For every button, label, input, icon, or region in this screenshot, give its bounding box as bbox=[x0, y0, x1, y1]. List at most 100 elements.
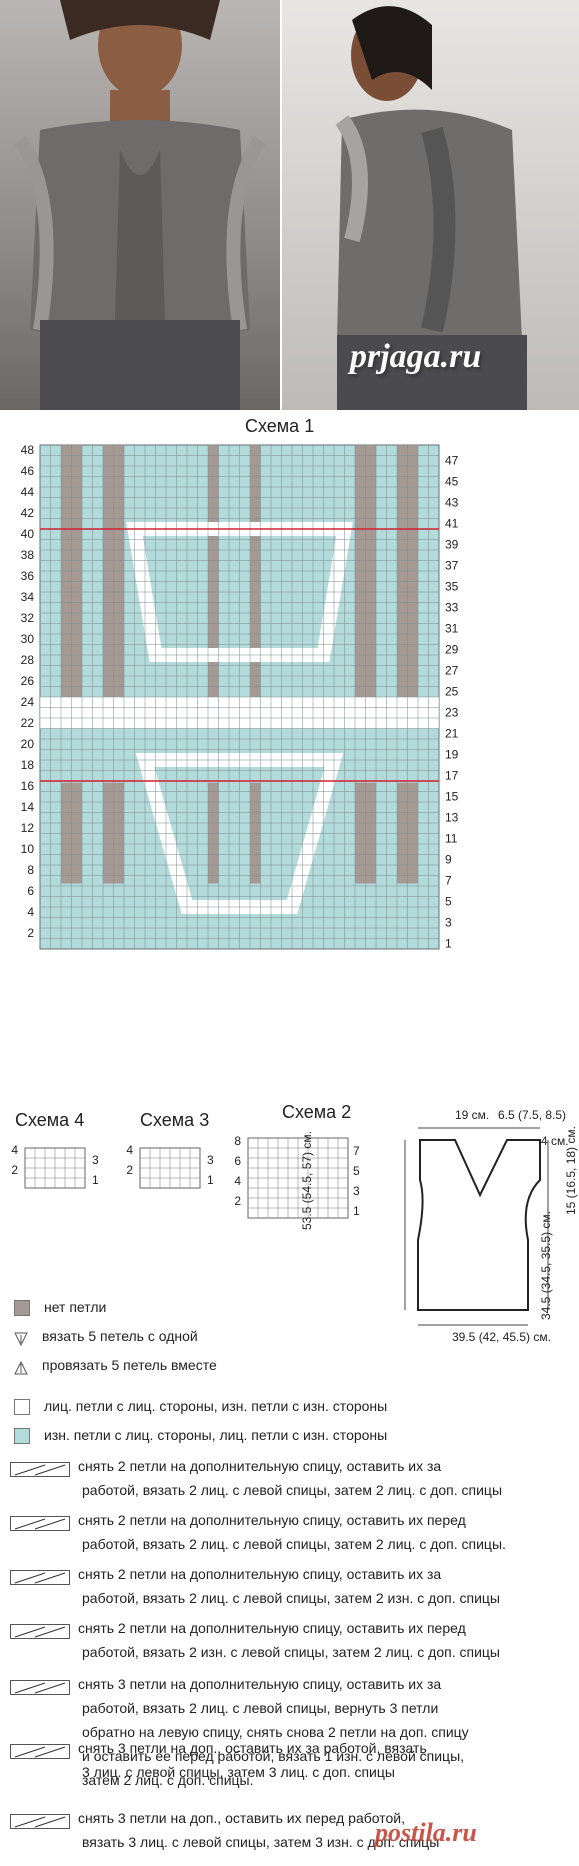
row-label-right: 29 bbox=[445, 643, 459, 657]
row-label-left: 46 bbox=[21, 464, 35, 478]
svg-text:4: 4 bbox=[126, 1143, 133, 1157]
svg-text:2: 2 bbox=[11, 1163, 18, 1177]
cable-legend-text: снять 2 петли на дополнительную спицу, о… bbox=[78, 1458, 442, 1474]
watermark-text: prjaga.ru bbox=[350, 338, 482, 375]
measure-neck-drop: 4 см. bbox=[541, 1134, 569, 1148]
legend-inc5: вязать 5 петель с одной bbox=[14, 1325, 198, 1347]
row-label-left: 44 bbox=[21, 485, 35, 499]
row-label-right: 41 bbox=[445, 517, 459, 531]
cable-legend-text: вязать 3 лиц. с левой спицы, затем 3 изн… bbox=[82, 1834, 440, 1850]
row-label-left: 34 bbox=[21, 590, 35, 604]
cable-legend-text: и оставить ее перед работой, вязать 1 из… bbox=[82, 1748, 465, 1764]
model-photo-front bbox=[0, 0, 280, 410]
cable-icon bbox=[10, 1462, 70, 1477]
svg-text:2: 2 bbox=[234, 1194, 241, 1208]
no-stitch-swatch bbox=[14, 1300, 30, 1317]
row-label-right: 23 bbox=[445, 706, 459, 720]
dec5-icon bbox=[14, 1359, 28, 1375]
row-label-right: 37 bbox=[445, 559, 459, 573]
cable-icon bbox=[10, 1516, 70, 1531]
legend-label: провязать 5 петель вместе bbox=[42, 1357, 217, 1373]
cable-legend-text: работой, вязать 2 лиц. с левой спицы, за… bbox=[82, 1590, 500, 1606]
row-label-left: 4 bbox=[27, 905, 34, 919]
cable-legend-text: работой, вязать 2 лиц. с левой спицы, за… bbox=[82, 1482, 503, 1498]
purl-swatch bbox=[14, 1428, 30, 1445]
row-label-right: 47 bbox=[445, 454, 459, 468]
svg-text:1: 1 bbox=[207, 1173, 214, 1187]
schema1-title: Схема 1 bbox=[245, 416, 315, 436]
inc5-icon bbox=[14, 1330, 28, 1347]
row-label-left: 32 bbox=[21, 611, 35, 625]
row-label-right: 25 bbox=[445, 685, 459, 699]
schema2-title: Схема 2 bbox=[282, 1102, 352, 1122]
svg-text:4: 4 bbox=[234, 1174, 241, 1188]
schema1-section: Схема 1 48 46 44 42 40 38 36 34 32 30 28 26 24 22 20 18… bbox=[0, 410, 579, 970]
row-label-right: 5 bbox=[445, 895, 452, 909]
row-label-right: 39 bbox=[445, 538, 459, 552]
row-label-left: 42 bbox=[21, 506, 35, 520]
cable-legend-text: обратно на левую спицу, снять снова 2 пе… bbox=[82, 1724, 469, 1740]
row-label-left: 2 bbox=[27, 926, 34, 940]
cable-legend-text: снять 2 петли на дополнительную спицу, о… bbox=[78, 1566, 442, 1582]
row-label-left: 18 bbox=[21, 758, 35, 772]
measure-bottom-width: 39.5 (42, 45.5) см. bbox=[452, 1330, 551, 1344]
row-label-right: 9 bbox=[445, 853, 452, 867]
row-label-right: 27 bbox=[445, 664, 459, 678]
row-label-left: 48 bbox=[21, 443, 35, 457]
cable-legend-text: снять 3 петли на доп., оставить их за ра… bbox=[78, 1740, 427, 1756]
bottom-watermark: postila.ru bbox=[375, 1818, 477, 1847]
cable-legend-text: снять 3 петли на доп., оставить их перед… bbox=[78, 1810, 405, 1826]
row-label-left: 28 bbox=[21, 653, 35, 667]
row-label-left: 6 bbox=[27, 884, 34, 898]
row-label-left: 26 bbox=[21, 674, 35, 688]
schema1-chart: 4846444240383634323028262422201816141210… bbox=[21, 443, 459, 951]
cable-icon bbox=[10, 1744, 70, 1759]
row-label-right: 11 bbox=[445, 832, 458, 846]
legend-dec5: провязать 5 петель вместе bbox=[14, 1354, 217, 1376]
cable-icon bbox=[10, 1814, 70, 1829]
row-label-right: 15 bbox=[445, 790, 459, 804]
svg-text:4: 4 bbox=[11, 1143, 18, 1157]
legend-purl: изн. петли с лиц. стороны, лиц. петли с … bbox=[14, 1424, 387, 1446]
row-label-left: 22 bbox=[21, 716, 35, 730]
cable-legend-text: 3 лиц. с левой спицы, затем 3 лиц. с доп… bbox=[82, 1764, 395, 1780]
row-label-right: 35 bbox=[445, 580, 459, 594]
legend-label: нет петли bbox=[44, 1299, 107, 1315]
svg-text:1: 1 bbox=[92, 1173, 99, 1187]
row-label-right: 31 bbox=[445, 622, 459, 636]
svg-text:2: 2 bbox=[126, 1163, 133, 1177]
cable-icon bbox=[10, 1624, 70, 1639]
legend-knit: лиц. петли с лиц. стороны, изн. петли с … bbox=[14, 1395, 387, 1417]
row-label-right: 1 bbox=[445, 937, 452, 951]
row-label-left: 38 bbox=[21, 548, 35, 562]
row-label-left: 14 bbox=[21, 800, 35, 814]
row-label-left: 40 bbox=[21, 527, 35, 541]
cable-legend-text: работой, вязать 2 лиц. с левой спицы, за… bbox=[82, 1536, 506, 1552]
cable-legend-text: работой, вязать 2 лиц. с левой спицы, ве… bbox=[82, 1700, 439, 1716]
row-label-right: 19 bbox=[445, 748, 459, 762]
row-label-left: 10 bbox=[21, 842, 35, 856]
row-label-right: 17 bbox=[445, 769, 459, 783]
cable-icon bbox=[10, 1680, 70, 1695]
cable-legend-text: снять 2 петли на дополнительную спицу, о… bbox=[78, 1620, 466, 1636]
row-label-right: 33 bbox=[445, 601, 459, 615]
knit-swatch bbox=[14, 1399, 30, 1416]
row-label-right: 45 bbox=[445, 475, 459, 489]
row-label-left: 30 bbox=[21, 632, 35, 646]
row-label-right: 43 bbox=[445, 496, 459, 510]
row-label-left: 24 bbox=[21, 695, 35, 709]
svg-text:1: 1 bbox=[353, 1204, 360, 1218]
vest-diagram bbox=[404, 1127, 549, 1326]
model-photo-back: prjaga.ru bbox=[282, 0, 579, 410]
legend-label: изн. петли с лиц. стороны, лиц. петли с … bbox=[44, 1427, 388, 1443]
cable-icon bbox=[10, 1570, 70, 1585]
legend-label: вязать 5 петель с одной bbox=[42, 1328, 198, 1344]
row-label-left: 8 bbox=[27, 863, 34, 877]
cable-legend-text: снять 3 петли на дополнительную спицу, о… bbox=[78, 1676, 442, 1692]
row-label-left: 20 bbox=[21, 737, 35, 751]
legend-no-stitch: нет петли bbox=[14, 1296, 106, 1318]
row-label-left: 36 bbox=[21, 569, 35, 583]
svg-text:3: 3 bbox=[207, 1153, 214, 1167]
schema3-title: Схема 3 bbox=[140, 1110, 210, 1130]
row-label-right: 13 bbox=[445, 811, 459, 825]
